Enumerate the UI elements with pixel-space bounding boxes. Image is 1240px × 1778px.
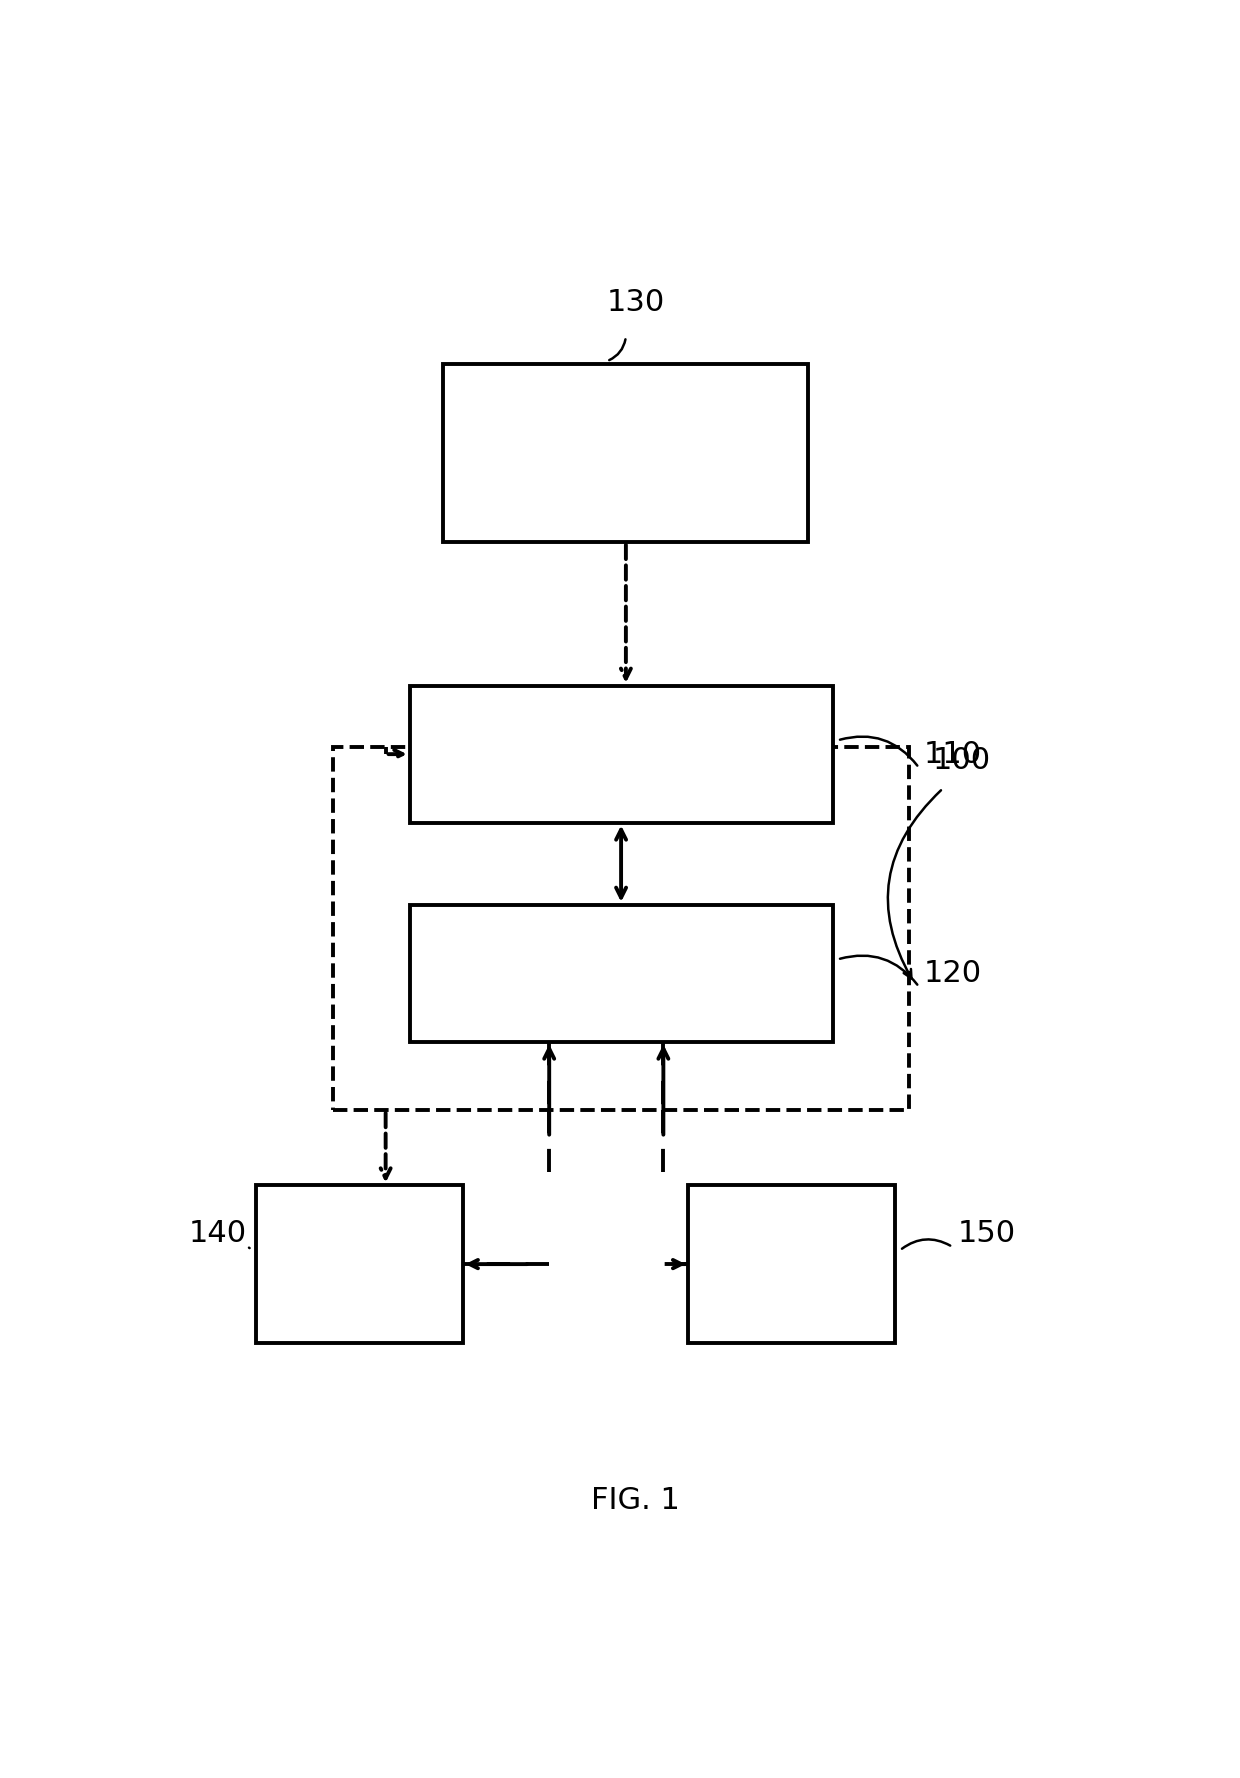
Text: 140: 140 — [188, 1218, 247, 1248]
Text: 100: 100 — [934, 747, 991, 775]
Bar — [444, 364, 808, 542]
Text: 130: 130 — [606, 288, 665, 316]
Text: 120: 120 — [924, 958, 982, 989]
Text: 110: 110 — [924, 740, 982, 768]
Bar — [255, 1186, 463, 1342]
Bar — [332, 747, 909, 1109]
Bar — [688, 1186, 895, 1342]
Text: 150: 150 — [957, 1218, 1016, 1248]
Bar — [409, 905, 832, 1042]
Text: FIG. 1: FIG. 1 — [591, 1486, 680, 1515]
Bar — [409, 686, 832, 823]
